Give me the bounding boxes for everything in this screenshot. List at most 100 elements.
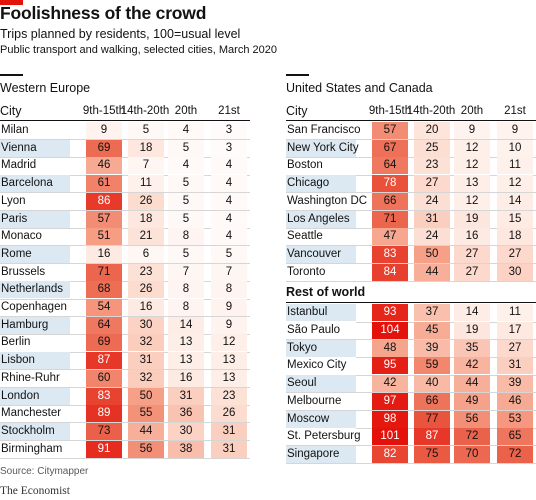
value-cell: 12: [497, 175, 533, 193]
value-cell: 48: [372, 339, 408, 357]
value-cell: 7: [211, 263, 247, 281]
value-cell: 4: [211, 192, 247, 210]
column-header-9th-15th: 9th-15th: [368, 105, 412, 117]
value-cell: 84: [372, 263, 408, 281]
city-name: Vancouver: [286, 245, 356, 263]
city-name: Moscow: [286, 410, 356, 428]
value-cell: 46: [86, 157, 122, 175]
row-divider: [286, 210, 536, 211]
table-row: Vienna 69 18 5 3: [0, 139, 250, 157]
value-cell: 35: [454, 339, 490, 357]
value-cell: 83: [372, 245, 408, 263]
value-cell: 26: [211, 405, 247, 423]
value-cell: 104: [372, 322, 408, 339]
city-name: Chicago: [286, 175, 356, 193]
value-cell: 67: [372, 139, 408, 157]
value-cell: 18: [497, 228, 533, 246]
table-row: São Paulo 104 45 19 17: [286, 322, 536, 339]
value-cell: 39: [497, 375, 533, 393]
value-cell: 44: [128, 422, 164, 440]
value-cell: 69: [86, 334, 122, 352]
row-divider: [286, 374, 536, 376]
table-row: Seattle 47 24 16 18: [286, 228, 536, 246]
city-name: Rhine-Ruhr: [1, 371, 60, 384]
value-cell: 45: [414, 322, 450, 339]
value-cell: 10: [497, 139, 533, 157]
source-note: Source: Citymapper: [0, 466, 89, 477]
value-cell: 66: [414, 392, 450, 410]
panel-title: Western Europe: [0, 81, 91, 95]
row-divider: [286, 227, 536, 229]
value-cell: 61: [86, 175, 122, 193]
table-row: Tokyo 48 39 35 27: [286, 339, 536, 357]
value-cell: 66: [372, 192, 408, 210]
value-cell: 16: [454, 228, 490, 246]
value-cell: 72: [497, 445, 533, 463]
value-cell: 89: [86, 405, 122, 423]
city-name: Madrid: [1, 159, 37, 172]
city-name: Brussels: [1, 265, 46, 278]
value-cell: 91: [86, 440, 122, 458]
brand-logo: The Economist: [0, 485, 70, 497]
value-cell: 11: [128, 175, 164, 193]
table-row: Birmingham 91 56 38 31: [0, 440, 250, 458]
city-name: Birmingham: [1, 442, 63, 455]
table-row: St. Petersburg 101 87 72 65: [286, 428, 536, 446]
value-cell: 95: [372, 357, 408, 375]
city-name: Netherlands: [0, 281, 70, 299]
value-cell: 3: [211, 122, 247, 139]
value-cell: 16: [128, 299, 164, 316]
value-cell: 11: [497, 157, 533, 175]
table-row: Moscow 98 77 56 53: [286, 410, 536, 428]
chart-subtitle-secondary: Public transport and walking, selected c…: [0, 44, 277, 56]
brand-red-bar: [0, 0, 23, 5]
table-row: Lisbon 87 31 13 13: [0, 352, 250, 370]
value-cell: 24: [414, 192, 450, 210]
table-row: Toronto 84 44 27 30: [286, 263, 536, 281]
city-name: Istanbul: [286, 304, 356, 322]
row-divider: [0, 440, 250, 442]
value-cell: 31: [414, 210, 450, 228]
table-row: Stockholm 73 44 30 31: [0, 422, 250, 440]
row-divider: [0, 227, 250, 229]
value-cell: 13: [454, 175, 490, 193]
value-cell: 98: [372, 410, 408, 428]
value-cell: 51: [86, 228, 122, 246]
value-cell: 56: [454, 410, 490, 428]
table-row: Mexico City 95 59 42 31: [286, 357, 536, 375]
value-cell: 57: [86, 210, 122, 228]
value-cell: 57: [372, 122, 408, 139]
row-divider: [286, 392, 536, 394]
value-cell: 23: [414, 157, 450, 175]
value-cell: 31: [211, 422, 247, 440]
table-row: Hamburg 64 30 14 9: [0, 316, 250, 334]
table-row: Seoul 42 40 44 39: [286, 375, 536, 393]
city-name: Boston: [287, 159, 323, 172]
value-cell: 5: [168, 192, 204, 210]
row-divider: [286, 321, 536, 323]
value-cell: 72: [454, 428, 490, 446]
value-cell: 4: [211, 228, 247, 246]
section-title: Rest of world: [286, 285, 366, 300]
city-name: Lyon: [1, 194, 26, 207]
value-cell: 31: [211, 440, 247, 458]
table-row: Barcelona 61 11 5 4: [0, 175, 250, 193]
section-rule: [286, 302, 536, 304]
value-cell: 27: [454, 263, 490, 281]
table-row: Monaco 51 21 8 4: [0, 228, 250, 246]
column-header-14th-20th: 14th-20th: [406, 105, 456, 117]
column-header-20th: 20th: [174, 105, 198, 117]
value-cell: 27: [497, 245, 533, 263]
row-divider: [0, 369, 250, 371]
value-cell: 12: [454, 157, 490, 175]
row-divider: [0, 192, 250, 194]
value-cell: 50: [414, 245, 450, 263]
value-cell: 44: [454, 375, 490, 393]
table-row: Los Angeles 71 31 19 15: [286, 210, 536, 228]
value-cell: 77: [414, 410, 450, 428]
row-divider: [0, 210, 250, 211]
value-cell: 82: [372, 445, 408, 463]
row-divider: [0, 387, 250, 388]
value-cell: 5: [168, 175, 204, 193]
value-cell: 4: [211, 210, 247, 228]
